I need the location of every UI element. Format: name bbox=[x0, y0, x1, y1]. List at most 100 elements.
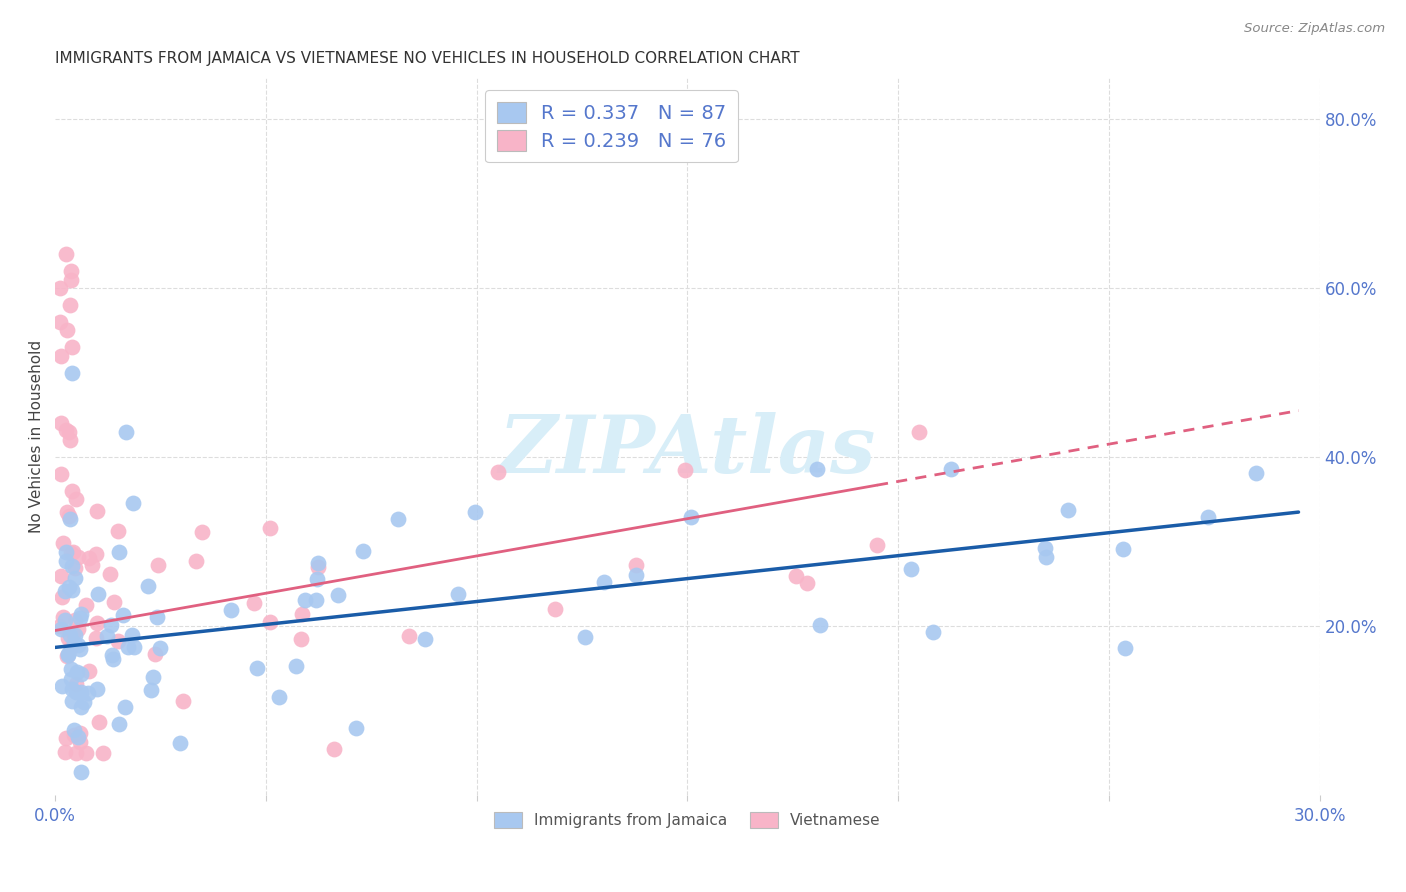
Point bbox=[307, 559, 329, 574]
Text: IMMIGRANTS FROM JAMAICA VS VIETNAMESE NO VEHICLES IN HOUSEHOLD CORRELATION CHART: IMMIGRANTS FROM JAMAICA VS VIETNAMESE NO… bbox=[55, 51, 800, 66]
Point bbox=[56, 505, 79, 519]
Point bbox=[387, 512, 409, 526]
Point bbox=[136, 579, 159, 593]
Point bbox=[103, 595, 125, 609]
Point bbox=[66, 638, 89, 652]
Point bbox=[353, 543, 375, 558]
Point bbox=[49, 315, 72, 329]
Point bbox=[84, 547, 107, 561]
Point bbox=[544, 602, 567, 616]
Point bbox=[51, 349, 73, 363]
Point bbox=[80, 558, 103, 572]
Point bbox=[59, 640, 82, 655]
Point bbox=[1112, 542, 1135, 557]
Point bbox=[58, 628, 80, 642]
Point bbox=[59, 298, 82, 312]
Point bbox=[65, 492, 87, 507]
Point bbox=[908, 425, 931, 439]
Point bbox=[49, 618, 72, 632]
Point bbox=[679, 509, 702, 524]
Point bbox=[59, 672, 82, 686]
Point bbox=[67, 550, 90, 565]
Point bbox=[169, 736, 191, 750]
Point bbox=[146, 558, 169, 572]
Point bbox=[100, 617, 122, 632]
Point bbox=[243, 596, 266, 610]
Text: ZIPAtlas: ZIPAtlas bbox=[499, 411, 876, 489]
Point bbox=[65, 677, 87, 691]
Point bbox=[148, 640, 170, 655]
Point bbox=[69, 641, 91, 656]
Point bbox=[219, 602, 242, 616]
Point bbox=[114, 699, 136, 714]
Point bbox=[65, 746, 87, 760]
Point bbox=[86, 682, 108, 697]
Point bbox=[186, 554, 208, 568]
Point bbox=[107, 524, 129, 538]
Legend: Immigrants from Jamaica, Vietnamese: Immigrants from Jamaica, Vietnamese bbox=[488, 805, 887, 835]
Point bbox=[626, 567, 648, 582]
Point bbox=[77, 686, 100, 700]
Point bbox=[142, 670, 165, 684]
Point bbox=[56, 631, 79, 645]
Point bbox=[121, 496, 143, 510]
Point bbox=[145, 609, 167, 624]
Point bbox=[65, 684, 87, 698]
Point bbox=[267, 690, 290, 704]
Point bbox=[259, 615, 281, 629]
Point bbox=[56, 323, 79, 337]
Point bbox=[59, 272, 82, 286]
Point bbox=[49, 569, 72, 583]
Point bbox=[51, 679, 73, 693]
Point bbox=[53, 583, 76, 598]
Point bbox=[1035, 549, 1057, 564]
Point bbox=[1056, 503, 1078, 517]
Point bbox=[86, 615, 108, 630]
Point bbox=[107, 717, 129, 731]
Point bbox=[75, 746, 97, 760]
Point bbox=[73, 695, 96, 709]
Point bbox=[62, 545, 84, 559]
Point bbox=[900, 561, 922, 575]
Point bbox=[86, 504, 108, 518]
Point bbox=[69, 735, 91, 749]
Y-axis label: No Vehicles in Household: No Vehicles in Household bbox=[30, 340, 44, 533]
Point bbox=[108, 545, 131, 559]
Point bbox=[62, 723, 84, 737]
Point bbox=[69, 610, 91, 624]
Point bbox=[112, 607, 135, 622]
Point bbox=[49, 281, 72, 295]
Point bbox=[939, 462, 962, 476]
Point bbox=[69, 699, 91, 714]
Point bbox=[55, 554, 77, 568]
Point bbox=[921, 625, 943, 640]
Point bbox=[63, 571, 86, 585]
Point bbox=[191, 524, 214, 539]
Point bbox=[785, 568, 807, 582]
Point bbox=[463, 505, 485, 519]
Point bbox=[806, 461, 828, 475]
Point bbox=[1114, 640, 1136, 655]
Point bbox=[55, 731, 77, 745]
Point bbox=[60, 546, 83, 560]
Point bbox=[100, 648, 122, 663]
Point bbox=[63, 561, 86, 575]
Point bbox=[63, 635, 86, 649]
Point bbox=[115, 425, 138, 439]
Point bbox=[51, 536, 73, 550]
Point bbox=[58, 580, 80, 594]
Point bbox=[447, 587, 470, 601]
Point bbox=[60, 366, 83, 380]
Point bbox=[139, 682, 162, 697]
Point bbox=[58, 425, 80, 439]
Point bbox=[626, 558, 648, 573]
Point bbox=[75, 598, 97, 612]
Point bbox=[67, 730, 90, 744]
Point bbox=[117, 640, 139, 655]
Point bbox=[69, 666, 91, 681]
Point bbox=[55, 648, 77, 663]
Point bbox=[172, 694, 194, 708]
Point bbox=[294, 593, 316, 607]
Point bbox=[96, 629, 118, 643]
Point bbox=[59, 511, 82, 525]
